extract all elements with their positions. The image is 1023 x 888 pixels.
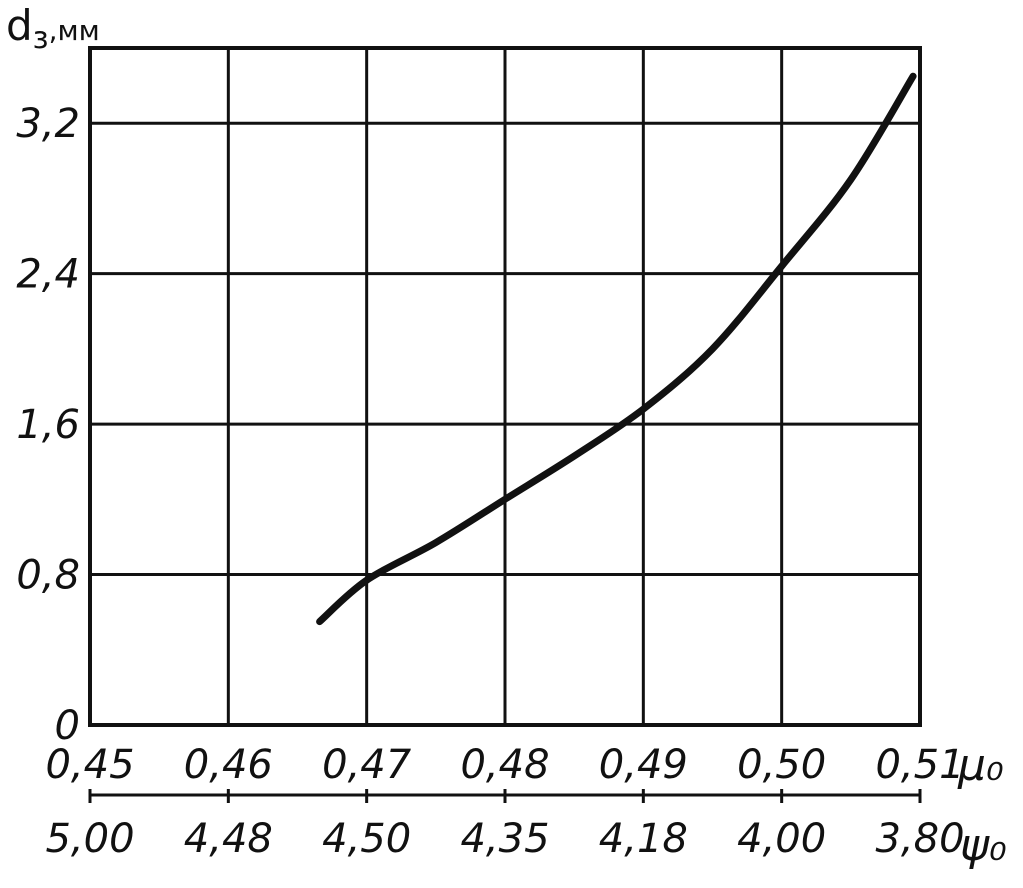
x2-tick-label: 3,80 xyxy=(875,816,964,862)
y-axis-label-unit: ,мм xyxy=(49,14,100,47)
x2-tick-label: 5,00 xyxy=(45,816,134,862)
grid-layer xyxy=(90,48,920,725)
y-tick-label: 0,8 xyxy=(16,553,80,599)
y-tick-label: 2,4 xyxy=(16,252,80,298)
x-tick-labels: 0,45 0,46 0,47 0,48 0,49 0,50 0,51 xyxy=(45,742,964,788)
x-tick-label: 0,51 xyxy=(875,742,964,788)
x-tick-label: 0,46 xyxy=(184,742,273,788)
series-line xyxy=(316,72,917,626)
x-tick-label: 0,47 xyxy=(322,742,412,788)
y-tick-label: 0 xyxy=(55,703,80,749)
x-tick-label: 0,45 xyxy=(45,742,134,788)
x2-tick-label: 4,35 xyxy=(460,816,549,862)
x-axis-label: μ₀ xyxy=(957,740,1004,791)
y-tick-label: 1,6 xyxy=(16,402,80,448)
plot-frame xyxy=(88,46,922,803)
x2-tick-label: 4,18 xyxy=(599,816,688,862)
x2-tick-label: 4,48 xyxy=(184,816,273,862)
x2-tick-label: 4,50 xyxy=(322,816,411,862)
x-tick-label: 0,50 xyxy=(737,742,826,788)
series-layer xyxy=(316,72,917,626)
y-axis-label-subscript: з xyxy=(33,21,49,56)
x-tick-label: 0,48 xyxy=(460,742,549,788)
x2-tick-label: 4,00 xyxy=(737,816,826,862)
y-axis-label: dз,мм xyxy=(6,1,100,56)
y-axis-label-symbol: d xyxy=(6,1,33,50)
y-tick-label: 3,2 xyxy=(16,101,80,147)
plot-border xyxy=(88,46,922,727)
x-tick-label: 0,49 xyxy=(599,742,688,788)
x2-axis-label: ψ₀ xyxy=(960,820,1007,871)
x2-tick-labels: 5,00 4,48 4,50 4,35 4,18 4,00 3,80 xyxy=(45,816,964,862)
y-tick-labels: 0 0,8 1,6 2,4 3,2 xyxy=(16,101,80,749)
